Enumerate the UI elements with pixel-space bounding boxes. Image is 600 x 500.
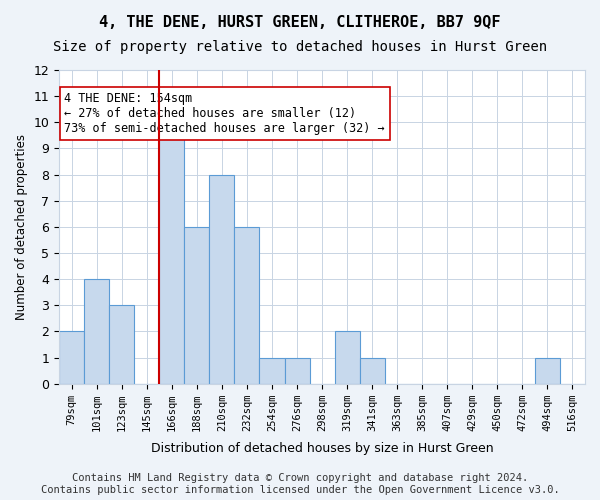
- Text: 4, THE DENE, HURST GREEN, CLITHEROE, BB7 9QF: 4, THE DENE, HURST GREEN, CLITHEROE, BB7…: [99, 15, 501, 30]
- Bar: [84, 279, 109, 384]
- Bar: [259, 358, 284, 384]
- Bar: [535, 358, 560, 384]
- Bar: [335, 332, 359, 384]
- Text: Size of property relative to detached houses in Hurst Green: Size of property relative to detached ho…: [53, 40, 547, 54]
- Bar: [184, 227, 209, 384]
- Y-axis label: Number of detached properties: Number of detached properties: [15, 134, 28, 320]
- Bar: [284, 358, 310, 384]
- Text: 4 THE DENE: 154sqm
← 27% of detached houses are smaller (12)
73% of semi-detache: 4 THE DENE: 154sqm ← 27% of detached hou…: [64, 92, 385, 135]
- Bar: [59, 332, 84, 384]
- Bar: [209, 174, 235, 384]
- Bar: [109, 305, 134, 384]
- X-axis label: Distribution of detached houses by size in Hurst Green: Distribution of detached houses by size …: [151, 442, 493, 455]
- Text: Contains HM Land Registry data © Crown copyright and database right 2024.
Contai: Contains HM Land Registry data © Crown c…: [41, 474, 559, 495]
- Bar: [359, 358, 385, 384]
- Bar: [235, 227, 259, 384]
- Bar: [160, 122, 184, 384]
